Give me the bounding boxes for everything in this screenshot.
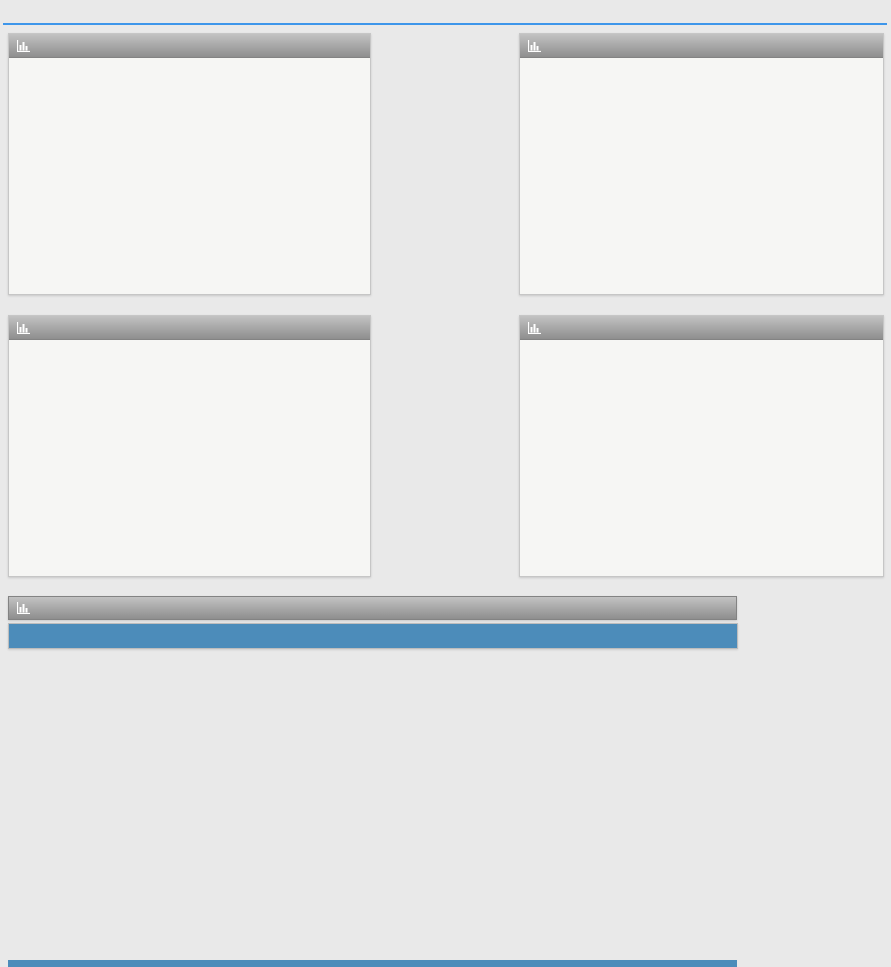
panel-band-distribution <box>519 33 884 295</box>
panel-continent-distribution <box>519 315 884 577</box>
panel-header-latest-spots <box>8 596 737 620</box>
title-divider <box>3 23 887 25</box>
panel-time-vs-bands <box>8 33 371 295</box>
continent-distribution-pie <box>520 340 883 576</box>
bands-vs-continents-chart <box>9 340 370 576</box>
bar-chart-icon <box>17 602 30 614</box>
table-header-row <box>8 623 738 649</box>
column-header-dx <box>165 623 294 649</box>
panel-latest-spots <box>8 596 738 649</box>
panel-header-continent-distribution <box>520 316 883 340</box>
panel-header-bands-vs-continents <box>9 316 370 340</box>
bar-chart-icon <box>17 39 30 52</box>
column-header-comments <box>352 623 601 649</box>
bar-chart-icon <box>17 321 30 334</box>
panel-header-time-vs-bands <box>9 34 370 58</box>
panel-bands-vs-continents <box>8 315 371 577</box>
column-header-utc <box>600 623 661 649</box>
time-vs-bands-chart <box>9 58 370 294</box>
bar-chart-icon <box>528 321 541 334</box>
footer-bar <box>8 960 737 967</box>
column-header-flags <box>293 623 353 649</box>
panel-header-band-distribution <box>520 34 883 58</box>
latest-spots-table <box>8 623 738 649</box>
bar-chart-icon <box>528 39 541 52</box>
column-header-dx-de <box>8 623 119 649</box>
column-header-freq <box>118 623 166 649</box>
page-title <box>10 3 14 23</box>
column-header-date <box>660 623 738 649</box>
band-distribution-pie <box>520 58 883 294</box>
